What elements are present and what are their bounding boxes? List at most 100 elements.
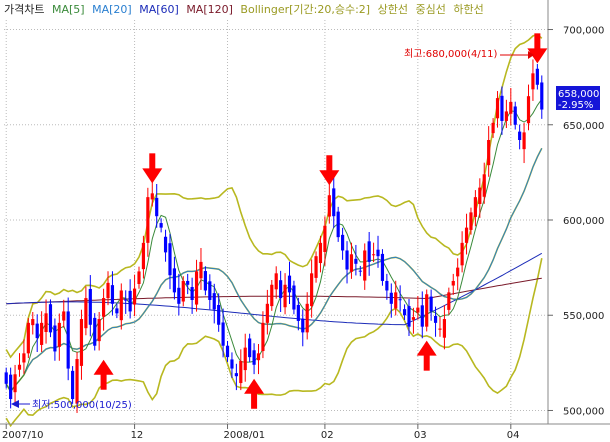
candle-body: [389, 292, 393, 304]
up-arrow-shaft: [251, 392, 258, 409]
high-annotation: 최고:680,000(4/11): [404, 48, 497, 60]
candle-body: [274, 273, 278, 290]
candle-body: [301, 318, 305, 333]
down-arrow-head: [142, 168, 163, 184]
candle-body: [327, 195, 331, 217]
candle-body: [212, 293, 216, 310]
ma120-line: [6, 277, 542, 305]
candle-body: [447, 292, 451, 310]
candle-body: [354, 258, 358, 264]
legend-title: 가격차트: [4, 3, 44, 16]
candle-body: [473, 197, 477, 217]
down-arrow-head: [527, 48, 548, 64]
candle-body: [402, 309, 407, 316]
candle-body: [261, 322, 265, 352]
legend-middle: 중심선: [415, 3, 445, 16]
candle-body: [239, 360, 243, 384]
candle-body: [442, 319, 447, 338]
candle-body: [380, 253, 385, 281]
candle-body: [265, 303, 269, 323]
down-arrow-shaft: [534, 33, 541, 50]
candle-body: [270, 284, 274, 307]
candle-body: [487, 140, 491, 166]
candle-body: [199, 261, 203, 279]
candle-body: [305, 303, 309, 333]
candle-body: [252, 350, 256, 365]
candle-body: [349, 254, 354, 272]
candle-body: [110, 285, 115, 304]
candle-body: [115, 308, 119, 314]
candle-body: [44, 313, 48, 332]
y-tick-label: 700,000: [563, 26, 604, 37]
candle-body: [124, 299, 128, 301]
candle-body: [296, 304, 300, 321]
candle-body: [119, 290, 123, 321]
candle-body: [221, 322, 225, 346]
candle-body: [40, 322, 44, 345]
candle-body: [159, 223, 163, 228]
candle-body: [172, 268, 177, 293]
candle-body: [217, 304, 221, 325]
last-price-box: [556, 86, 600, 110]
candle-body: [531, 73, 535, 90]
candle-body: [469, 212, 473, 230]
low-annotation: 최저:500,000(10/25): [32, 399, 132, 411]
candle-body: [62, 311, 66, 321]
candle-body: [97, 319, 101, 342]
candle-body: [363, 250, 367, 281]
candle-body: [132, 288, 137, 305]
candle-body: [4, 372, 8, 384]
candle-body: [168, 243, 172, 276]
candle-body: [500, 95, 504, 121]
candle-body: [181, 280, 185, 302]
y-axis: 700,000 650,000 600,000 550,000 500,000: [548, 26, 604, 417]
down-arrow-head: [319, 170, 340, 186]
candle-body: [22, 353, 26, 363]
candle-body: [128, 290, 132, 312]
x-tick-label: 2007/10: [2, 430, 44, 441]
candle-body: [482, 174, 486, 197]
candles: [4, 59, 544, 413]
candle-body: [101, 298, 106, 317]
candle-body: [425, 294, 429, 327]
up-arrow-head: [93, 359, 114, 375]
candle-body: [186, 280, 190, 285]
candle-body: [79, 319, 84, 366]
candle-body: [398, 299, 402, 301]
candle-body: [318, 242, 323, 264]
candle-body: [106, 282, 110, 299]
x-tick-label: 03: [414, 430, 427, 441]
candle-body: [411, 317, 416, 320]
candle-body: [336, 211, 340, 238]
up-arrow-shaft: [100, 373, 107, 390]
candle-body: [71, 370, 75, 400]
candle-body: [243, 347, 247, 371]
legend: 가격차트 MA[5] MA[20] MA[60] MA[120] Bolling…: [4, 2, 484, 16]
candle-body: [75, 359, 79, 404]
candle-body: [177, 287, 181, 304]
candle-body: [429, 296, 433, 312]
legend-ma120: MA[120]: [186, 3, 233, 16]
candle-body: [53, 325, 57, 352]
low-leader-arrowhead: [11, 400, 19, 408]
up-arrow-head: [416, 340, 437, 356]
candle-body: [456, 267, 460, 277]
candle-body: [137, 271, 141, 284]
candle-body: [230, 359, 234, 369]
candle-body: [256, 353, 261, 361]
candle-body: [279, 280, 283, 299]
y-tick-label: 500,000: [563, 406, 604, 417]
last-change: -2.95%: [558, 100, 593, 111]
candle-body: [66, 311, 70, 369]
candle-body: [540, 82, 544, 110]
legend-ma60: MA[60]: [139, 3, 179, 16]
legend-upper: 상한선: [378, 3, 408, 16]
candle-body: [292, 285, 296, 310]
candle-body: [17, 364, 22, 370]
candle-body: [420, 305, 424, 327]
candle-body: [518, 131, 522, 140]
candle-body: [150, 193, 154, 200]
bollinger-lower-line: [5, 258, 543, 428]
